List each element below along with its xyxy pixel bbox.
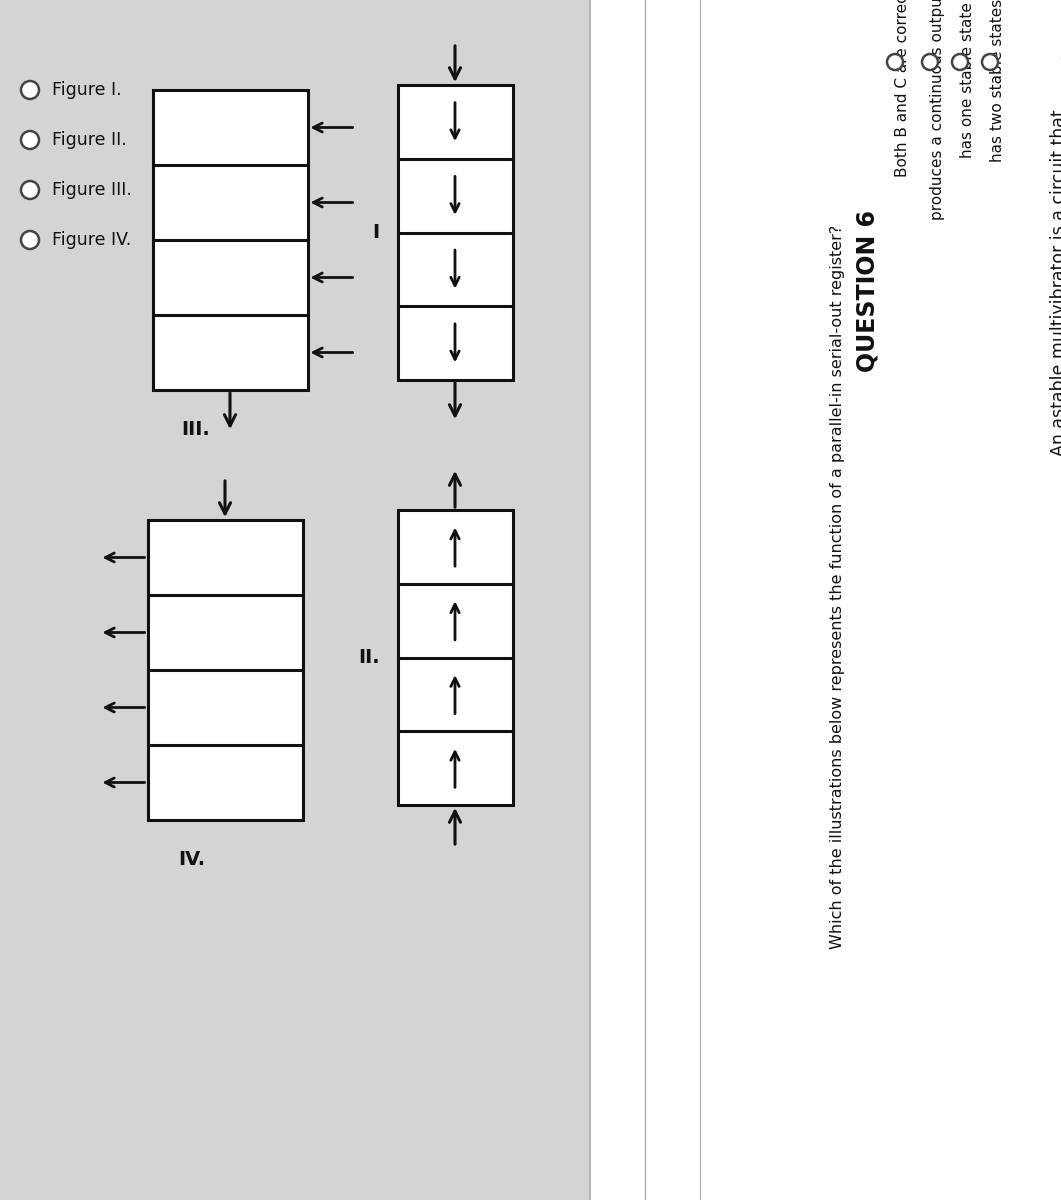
Text: An astable multivibrator is a circuit that _____.: An astable multivibrator is a circuit th… <box>1050 55 1061 456</box>
Text: has one stable state: has one stable state <box>960 2 975 158</box>
Text: Figure III.: Figure III. <box>52 181 132 199</box>
Circle shape <box>21 230 39 248</box>
Text: III.: III. <box>181 420 210 439</box>
Circle shape <box>21 80 39 98</box>
Bar <box>398 510 512 805</box>
Bar <box>590 0 1061 1200</box>
Circle shape <box>21 131 39 149</box>
Text: Both B and C are correct.: Both B and C are correct. <box>895 0 910 176</box>
Circle shape <box>887 54 903 70</box>
Text: IV.: IV. <box>178 850 205 869</box>
Circle shape <box>922 54 938 70</box>
Circle shape <box>982 54 998 70</box>
Circle shape <box>952 54 968 70</box>
Text: Which of the illustrations below represents the function of a parallel-in serial: Which of the illustrations below represe… <box>830 226 845 949</box>
Text: Figure I.: Figure I. <box>52 80 122 98</box>
Text: I: I <box>372 223 380 242</box>
Text: Figure II.: Figure II. <box>52 131 126 149</box>
Circle shape <box>21 181 39 199</box>
Text: QUESTION 6: QUESTION 6 <box>855 210 879 372</box>
Text: Figure IV.: Figure IV. <box>52 230 132 248</box>
Bar <box>147 520 302 820</box>
Bar <box>398 85 512 380</box>
Bar <box>153 90 308 390</box>
Text: II.: II. <box>358 648 380 667</box>
Text: produces a continuous output signal: produces a continuous output signal <box>930 0 945 220</box>
Text: has two stable states: has two stable states <box>990 0 1005 162</box>
